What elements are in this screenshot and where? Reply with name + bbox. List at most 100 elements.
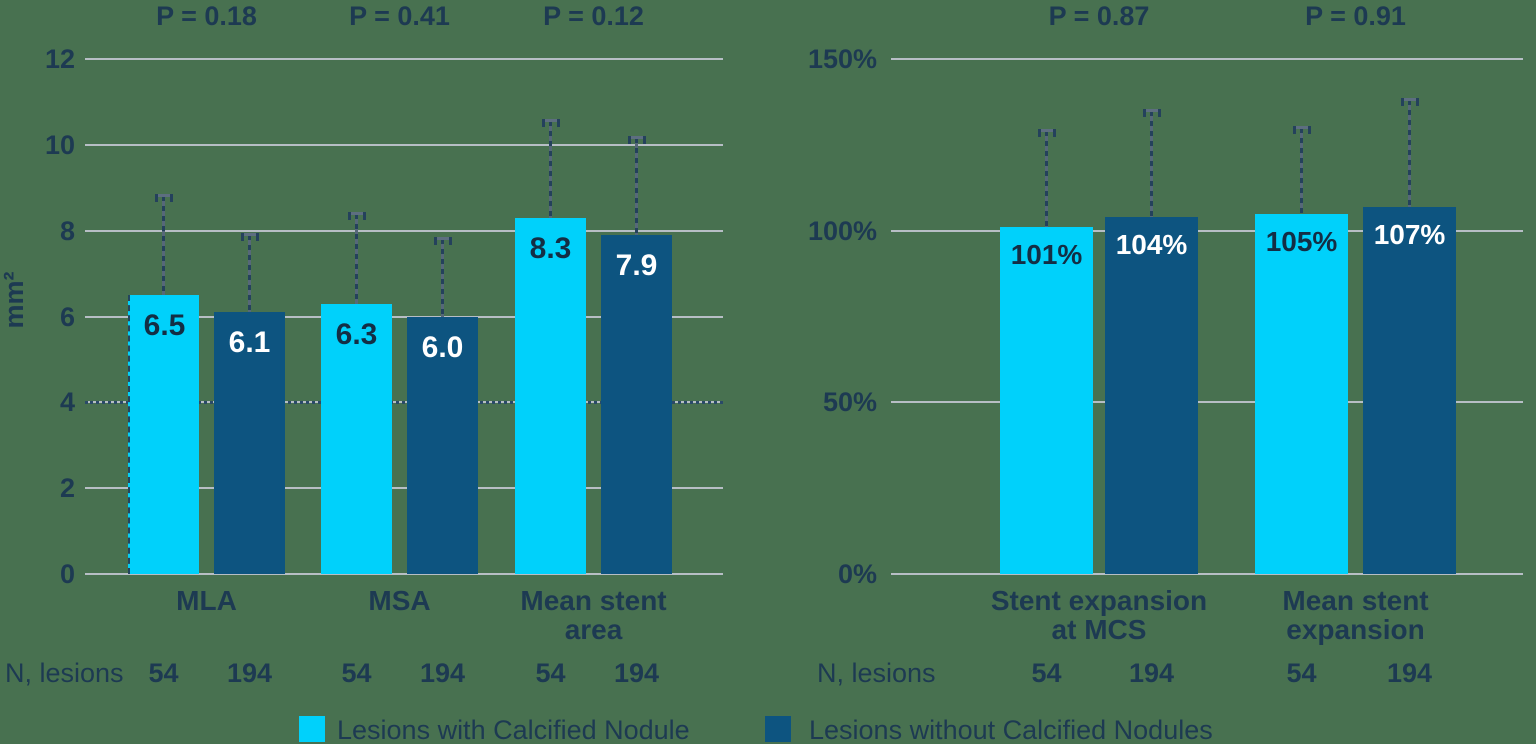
bar: 101% <box>1000 227 1093 574</box>
bar: 6.5 <box>128 295 199 574</box>
bar-value-label: 6.0 <box>421 330 464 364</box>
error-bar-cap-tip <box>362 211 366 220</box>
p-value-label: P = 0.41 <box>349 1 450 31</box>
y-tick-label: 8 <box>59 215 75 246</box>
error-bar <box>1408 100 1411 207</box>
error-bar <box>1150 110 1153 217</box>
error-bar-cap-tip <box>627 136 631 145</box>
error-bar-cap-tip <box>642 136 646 145</box>
error-bar-cap <box>627 136 646 140</box>
y-tick-label: 50% <box>822 387 877 418</box>
error-bar-cap-tip <box>1142 108 1146 117</box>
error-bar-cap <box>1400 98 1419 102</box>
error-bar-cap-tip <box>1415 98 1419 107</box>
gridline <box>85 229 723 232</box>
legend-swatch-without-nodules <box>765 716 791 742</box>
reference-dotted-line <box>85 401 723 405</box>
bar-value-label: 8.3 <box>529 231 572 265</box>
gridline <box>891 229 1523 232</box>
y-tick-label: 0% <box>837 559 877 589</box>
bar: 107% <box>1363 206 1456 574</box>
error-bar <box>1300 127 1303 214</box>
bar: 8.3 <box>515 217 586 574</box>
error-bar-cap-tip <box>1037 129 1041 138</box>
n-value: 54 <box>535 658 566 688</box>
error-bar-cap <box>154 194 173 198</box>
bar-value-label: 6.5 <box>143 309 186 343</box>
error-bar-cap-tip <box>1052 129 1056 138</box>
p-value-label: P = 0.12 <box>543 1 644 31</box>
bar-value-label: 104% <box>1115 228 1188 260</box>
error-bar-cap <box>1292 125 1311 129</box>
gridline <box>85 143 723 146</box>
bar: 105% <box>1255 213 1348 574</box>
n-lesions-label: N, lesions <box>817 658 936 688</box>
x-category-label: MSA <box>368 585 431 616</box>
error-bar <box>441 239 444 317</box>
error-bar-cap-tip <box>1307 125 1311 134</box>
bar-value-label: 107% <box>1373 218 1446 250</box>
error-bar-cap <box>433 237 452 241</box>
n-value: 194 <box>1386 658 1433 688</box>
y-tick-label: 150% <box>807 44 877 74</box>
bar-value-label: 6.1 <box>228 326 271 360</box>
x-category-label: Mean stent expansion <box>1282 585 1429 645</box>
error-bar <box>1045 131 1048 228</box>
x-category-label: Stent expansion at MCS <box>990 585 1208 645</box>
bar: 6.1 <box>214 312 285 574</box>
n-value: 54 <box>1286 658 1317 688</box>
n-value: 194 <box>1128 658 1175 688</box>
error-bar-cap-tip <box>541 119 545 128</box>
error-bar-cap-tip <box>1157 108 1161 117</box>
y-tick-label: 100% <box>807 215 877 246</box>
gridline <box>85 58 723 60</box>
error-bar-cap-tip <box>448 237 452 246</box>
bar-value-label: 105% <box>1265 225 1338 257</box>
bar: 6.3 <box>321 303 392 574</box>
bar: 104% <box>1105 216 1198 574</box>
n-value: 54 <box>341 658 372 688</box>
gridline <box>85 487 723 490</box>
legend-label-with-nodule: Lesions with Calcified Nodule <box>337 715 690 744</box>
gridline <box>891 573 1523 575</box>
bar: 6.0 <box>407 316 478 574</box>
error-bar-cap-tip <box>169 194 173 203</box>
error-bar <box>248 234 251 313</box>
error-bar-cap <box>1037 129 1056 133</box>
n-lesions-label: N, lesions <box>5 658 124 688</box>
error-bar-cap <box>347 211 366 215</box>
error-bar-cap-tip <box>347 211 351 220</box>
gridline <box>85 573 723 575</box>
error-bar <box>635 138 638 235</box>
gridline <box>891 401 1523 404</box>
legend-swatch-with-nodule <box>299 716 325 742</box>
gridline <box>85 315 723 318</box>
bar-value-label: 7.9 <box>615 248 658 282</box>
x-category-label: MLA <box>176 585 237 616</box>
y-tick-label: 6 <box>59 301 75 332</box>
bar: 7.9 <box>601 234 672 574</box>
error-bar-cap <box>1142 108 1161 112</box>
gridline <box>891 58 1523 60</box>
y-tick-label: 10 <box>44 129 75 160</box>
p-value-label: P = 0.18 <box>156 1 257 31</box>
y-tick-label: 2 <box>59 473 75 504</box>
n-value: 194 <box>226 658 273 688</box>
y-tick-label: 0 <box>59 559 75 589</box>
x-category-label: Mean stent area <box>520 585 667 645</box>
n-value: 194 <box>419 658 466 688</box>
error-bar <box>549 121 552 218</box>
error-bar <box>355 213 358 304</box>
p-value-label: P = 0.87 <box>1048 1 1150 31</box>
error-bar-cap-tip <box>240 232 244 241</box>
n-value: 194 <box>613 658 660 688</box>
error-bar-cap <box>240 232 259 236</box>
error-bar-cap-tip <box>433 237 437 246</box>
y-tick-label: 4 <box>59 387 75 418</box>
error-bar-cap-tip <box>154 194 158 203</box>
bar-value-label: 6.3 <box>335 317 378 351</box>
error-bar-cap-tip <box>556 119 560 128</box>
